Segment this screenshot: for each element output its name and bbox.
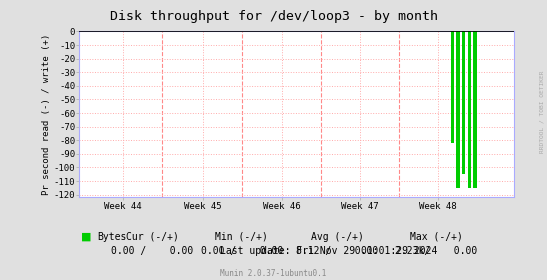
Text: Munin 2.0.37-1ubuntu0.1: Munin 2.0.37-1ubuntu0.1 bbox=[220, 269, 327, 278]
Text: 2.23k/    0.00: 2.23k/ 0.00 bbox=[395, 246, 478, 256]
Bar bbox=[468, 31, 471, 188]
Text: Last update: Fri Nov 29 01:01:29 2024: Last update: Fri Nov 29 01:01:29 2024 bbox=[219, 246, 437, 256]
Bar bbox=[456, 31, 460, 188]
Text: Disk throughput for /dev/loop3 - by month: Disk throughput for /dev/loop3 - by mont… bbox=[109, 10, 438, 23]
Text: ■: ■ bbox=[81, 232, 91, 242]
Text: 0.00 /    0.00: 0.00 / 0.00 bbox=[111, 246, 193, 256]
Bar bbox=[473, 31, 477, 188]
Text: Min (-/+): Min (-/+) bbox=[216, 232, 268, 242]
Text: 8.12 /    0.00: 8.12 / 0.00 bbox=[296, 246, 378, 256]
Y-axis label: Pr second read (-) / write (+): Pr second read (-) / write (+) bbox=[42, 34, 51, 195]
Text: 0.00 /    0.00: 0.00 / 0.00 bbox=[201, 246, 283, 256]
Text: RRDTOOL / TOBI OETIKER: RRDTOOL / TOBI OETIKER bbox=[539, 71, 544, 153]
Bar bbox=[451, 31, 454, 143]
Bar bbox=[462, 31, 465, 174]
Text: Max (-/+): Max (-/+) bbox=[410, 232, 463, 242]
Text: Cur (-/+): Cur (-/+) bbox=[126, 232, 178, 242]
Text: Avg (-/+): Avg (-/+) bbox=[311, 232, 363, 242]
Text: Bytes: Bytes bbox=[97, 232, 127, 242]
